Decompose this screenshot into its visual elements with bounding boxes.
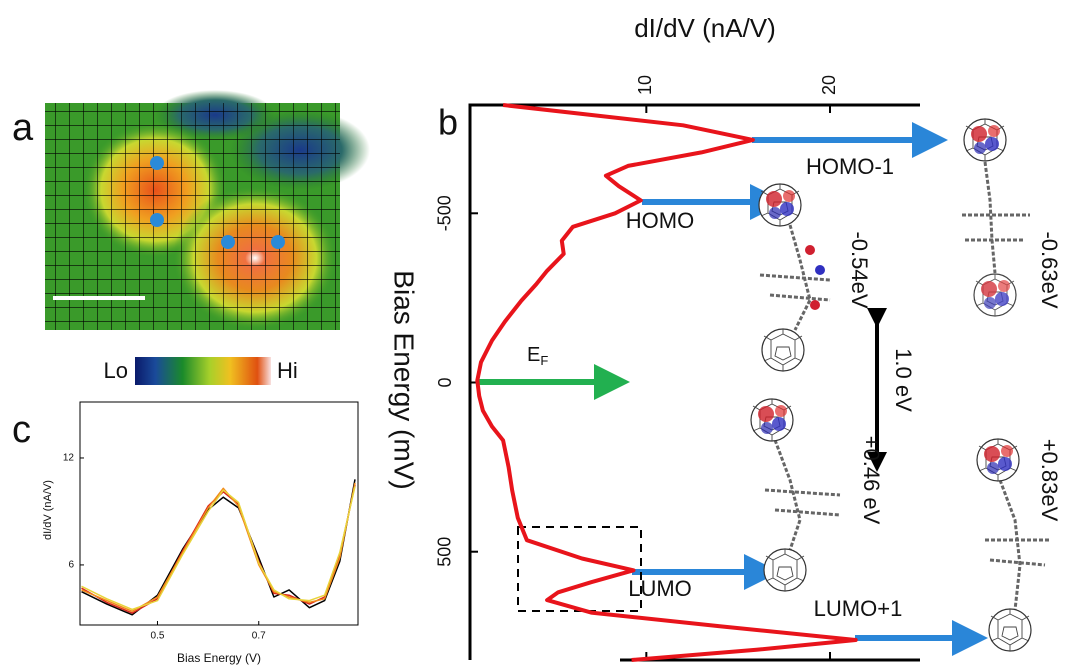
fermi-label-sub: F bbox=[540, 353, 548, 368]
colorbar bbox=[135, 357, 271, 385]
data-line bbox=[81, 479, 356, 616]
colorbar-high: Hi bbox=[277, 358, 298, 383]
annotation: LUMO bbox=[628, 576, 692, 601]
annotation: LUMO+1 bbox=[814, 596, 903, 621]
annotation: +0.83eV bbox=[1037, 439, 1062, 522]
annotation: HOMO-1 bbox=[806, 154, 894, 179]
panel-label: c bbox=[12, 409, 31, 451]
y-tick-label: 12 bbox=[63, 453, 75, 464]
panel-label: b bbox=[438, 102, 458, 143]
annotation: 1.0 eV bbox=[891, 348, 916, 412]
x-tick-label: 0.7 bbox=[252, 631, 266, 642]
annotation: -0.63eV bbox=[1037, 231, 1062, 308]
stm-image bbox=[45, 90, 370, 330]
fermi-label: EF bbox=[527, 344, 548, 368]
fermi-label-main: E bbox=[527, 344, 540, 366]
colorbar-low: Lo bbox=[104, 358, 128, 383]
y-tick-label: 6 bbox=[68, 560, 74, 571]
y-tick-label: -500 bbox=[435, 195, 455, 231]
x-tick-label: 0.5 bbox=[151, 631, 165, 642]
data-line bbox=[475, 103, 858, 662]
data-line bbox=[81, 484, 356, 614]
axis-frame bbox=[79, 401, 359, 626]
y-axis-label: Bias Energy (mV) bbox=[389, 270, 420, 489]
axis-frame bbox=[468, 103, 920, 660]
x-axis-label: dI/dV (nA/V) bbox=[634, 13, 776, 43]
data-line bbox=[81, 486, 356, 611]
y-tick-label: 0 bbox=[435, 377, 455, 387]
y-tick-label: 500 bbox=[435, 537, 455, 567]
x-axis-label: Bias Energy (V) bbox=[177, 651, 261, 665]
x-tick-label: 20 bbox=[819, 75, 839, 95]
annotation: HOMO bbox=[626, 208, 694, 233]
annotation: -0.54eV bbox=[847, 231, 872, 308]
y-axis-label: dI/dV (nA/V) bbox=[42, 480, 54, 540]
annotation: +0.46 eV bbox=[859, 436, 884, 525]
molecules bbox=[751, 119, 1050, 652]
x-tick-label: 10 bbox=[635, 75, 655, 95]
panel-label: a bbox=[12, 107, 34, 149]
